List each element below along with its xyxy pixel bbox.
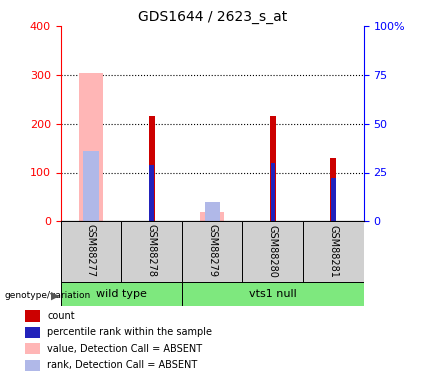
Bar [271, 163, 275, 221]
FancyBboxPatch shape [61, 221, 121, 283]
Bar [79, 73, 103, 221]
Text: GSM88280: GSM88280 [268, 225, 278, 278]
Title: GDS1644 / 2623_s_at: GDS1644 / 2623_s_at [138, 10, 287, 24]
Bar [149, 116, 155, 221]
FancyBboxPatch shape [303, 221, 364, 283]
Bar [200, 211, 224, 221]
Text: GSM88281: GSM88281 [328, 225, 339, 278]
Text: GSM88278: GSM88278 [146, 225, 157, 278]
Text: count: count [47, 311, 75, 321]
FancyBboxPatch shape [182, 282, 364, 306]
Bar [25, 360, 40, 371]
Bar [330, 158, 336, 221]
Bar [25, 310, 40, 322]
Bar [25, 343, 40, 354]
Bar [149, 165, 154, 221]
FancyBboxPatch shape [61, 282, 182, 306]
Text: vts1 null: vts1 null [249, 289, 297, 299]
Text: ▶: ▶ [51, 291, 59, 300]
Bar [83, 151, 99, 221]
Bar [25, 327, 40, 338]
Text: percentile rank within the sample: percentile rank within the sample [47, 327, 212, 337]
Text: GSM88277: GSM88277 [86, 224, 96, 278]
Text: value, Detection Call = ABSENT: value, Detection Call = ABSENT [47, 344, 202, 354]
FancyBboxPatch shape [121, 221, 182, 283]
Text: rank, Detection Call = ABSENT: rank, Detection Call = ABSENT [47, 360, 197, 370]
FancyBboxPatch shape [182, 221, 242, 283]
Text: wild type: wild type [96, 289, 147, 299]
Text: GSM88279: GSM88279 [207, 225, 217, 278]
Text: genotype/variation: genotype/variation [4, 291, 90, 300]
Bar [331, 178, 336, 221]
Bar [204, 202, 220, 221]
FancyBboxPatch shape [242, 221, 303, 283]
Bar [270, 116, 276, 221]
